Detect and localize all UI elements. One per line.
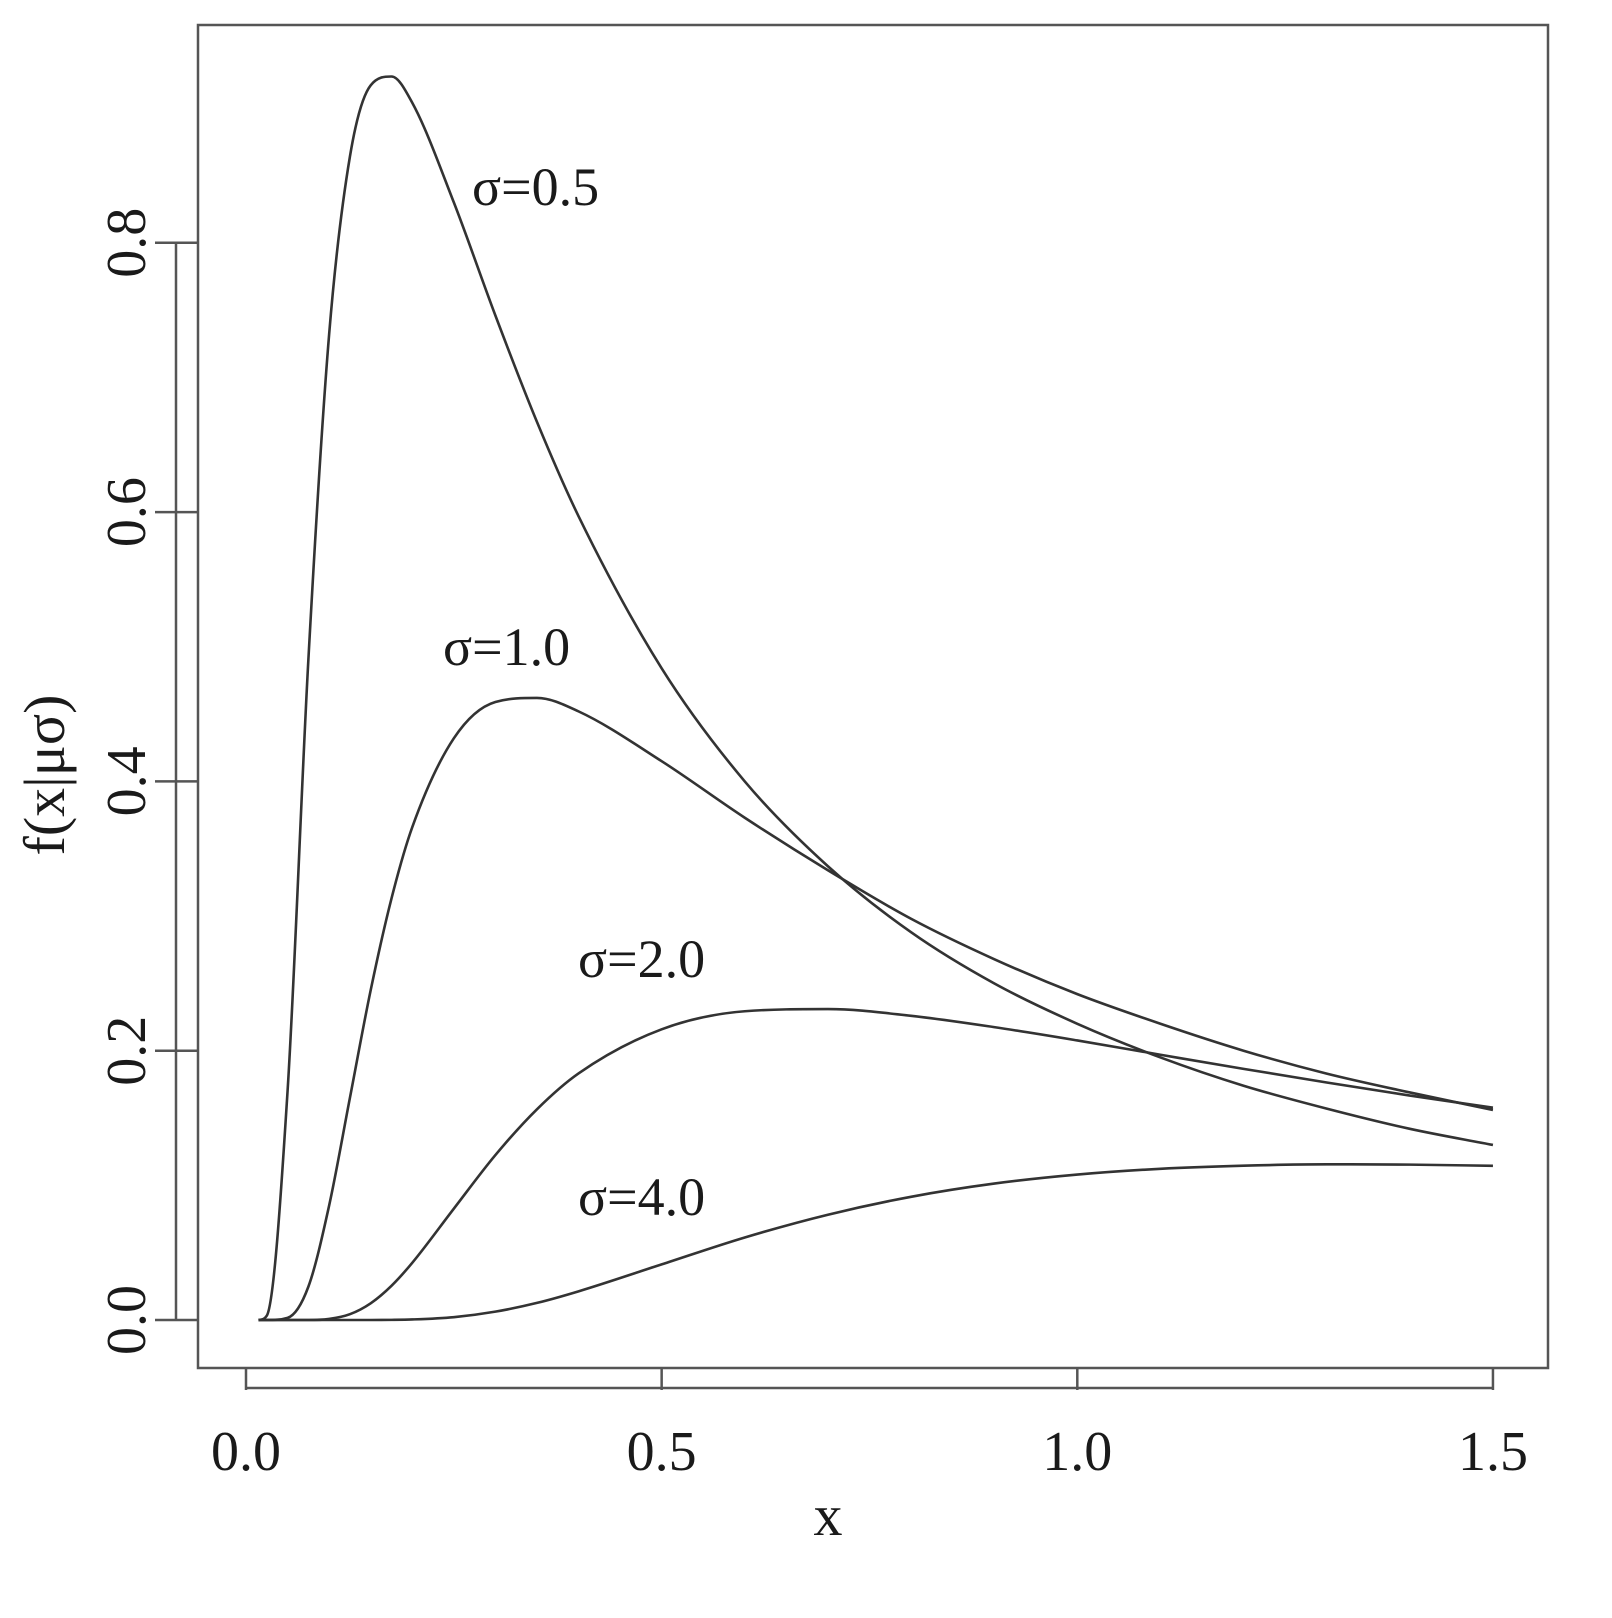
series-line-3 <box>258 1163 1493 1322</box>
axes: 0.0 0.5 1.0 1.5 0.0 0.2 0.4 0.6 0.8 <box>96 208 1528 1483</box>
y-tick-label: 0.2 <box>96 1016 158 1086</box>
x-tick-label: 0.0 <box>211 1421 281 1483</box>
x-tick-label: 1.0 <box>1042 1421 1112 1483</box>
y-tick-label: 0.4 <box>96 746 158 816</box>
series-lines <box>258 75 1494 1322</box>
x-axis-title: x <box>814 1483 843 1548</box>
series-labels: σ=0.5 σ=1.0 σ=2.0 σ=4.0 <box>443 157 705 1227</box>
series-line-2 <box>258 1007 1494 1322</box>
series-label-0: σ=0.5 <box>472 157 599 217</box>
series-line-0 <box>258 75 1494 1322</box>
series-label-3: σ=4.0 <box>578 1167 705 1227</box>
series-label-1: σ=1.0 <box>443 617 570 677</box>
series-label-2: σ=2.0 <box>578 929 705 989</box>
series-line-1 <box>258 696 1494 1322</box>
x-tick-label: 0.5 <box>627 1421 697 1483</box>
plot-frame <box>196 23 1550 1370</box>
y-tick-label: 0.8 <box>96 208 158 278</box>
y-tick-label: 0.0 <box>96 1285 158 1355</box>
y-axis-title: f(x|μσ) <box>12 695 77 856</box>
x-tick-label: 1.5 <box>1458 1421 1528 1483</box>
y-tick-label: 0.6 <box>96 477 158 547</box>
